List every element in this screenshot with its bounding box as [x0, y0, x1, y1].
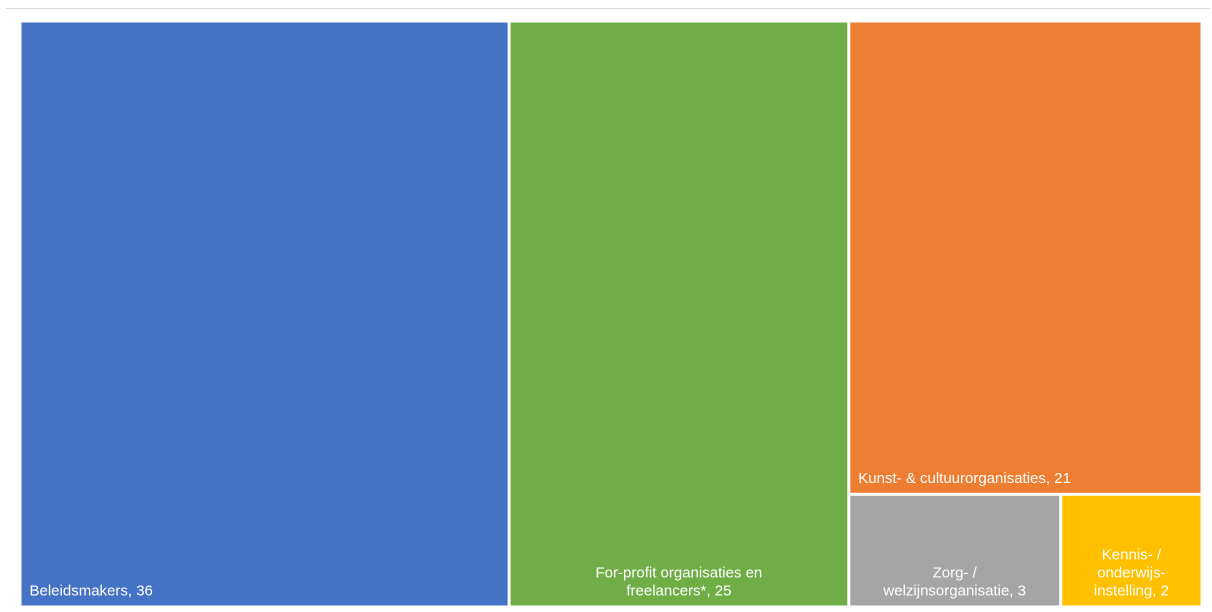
- treemap-tile-label: For-profit organisaties en: [596, 565, 763, 582]
- chart-frame: Beleidsmakers, 36 For-profit organisaties…: [6, 8, 1210, 608]
- treemap-tile-label: instelling, 2: [1094, 583, 1169, 600]
- treemap-tile-label: Beleidsmakers, 36: [30, 583, 153, 600]
- treemap-tile-rect: [21, 22, 508, 606]
- treemap-tile-rect: [850, 22, 1201, 493]
- treemap-tile-label: Kennis- /: [1102, 547, 1162, 564]
- treemap-tile-label: Kunst- & cultuurorganisaties, 21: [858, 470, 1071, 487]
- treemap-tile-3: Zorg- /welzijnsorganisatie, 3: [850, 495, 1060, 606]
- treemap-tile-label: freelancers*, 25: [626, 583, 731, 600]
- treemap-tile-1: For-profit organisaties enfreelancers*, …: [510, 22, 848, 606]
- treemap-tile-0: Beleidsmakers, 36: [21, 22, 508, 606]
- treemap-tile-rect: [1062, 495, 1201, 606]
- treemap-tile-label: welzijnsorganisatie, 3: [882, 583, 1026, 600]
- treemap-chart: Beleidsmakers, 36 For-profit organisaties…: [21, 22, 1201, 606]
- treemap-tile-label: Zorg- /: [933, 565, 978, 582]
- treemap-tile-label: onderwijs-: [1097, 565, 1165, 582]
- treemap-tile-4: Kennis- /onderwijs-instelling, 2: [1062, 495, 1201, 606]
- treemap-tile-rect: [850, 495, 1060, 606]
- treemap-tile-2: Kunst- & cultuurorganisaties, 21: [850, 22, 1201, 493]
- treemap-tile-rect: [510, 22, 848, 606]
